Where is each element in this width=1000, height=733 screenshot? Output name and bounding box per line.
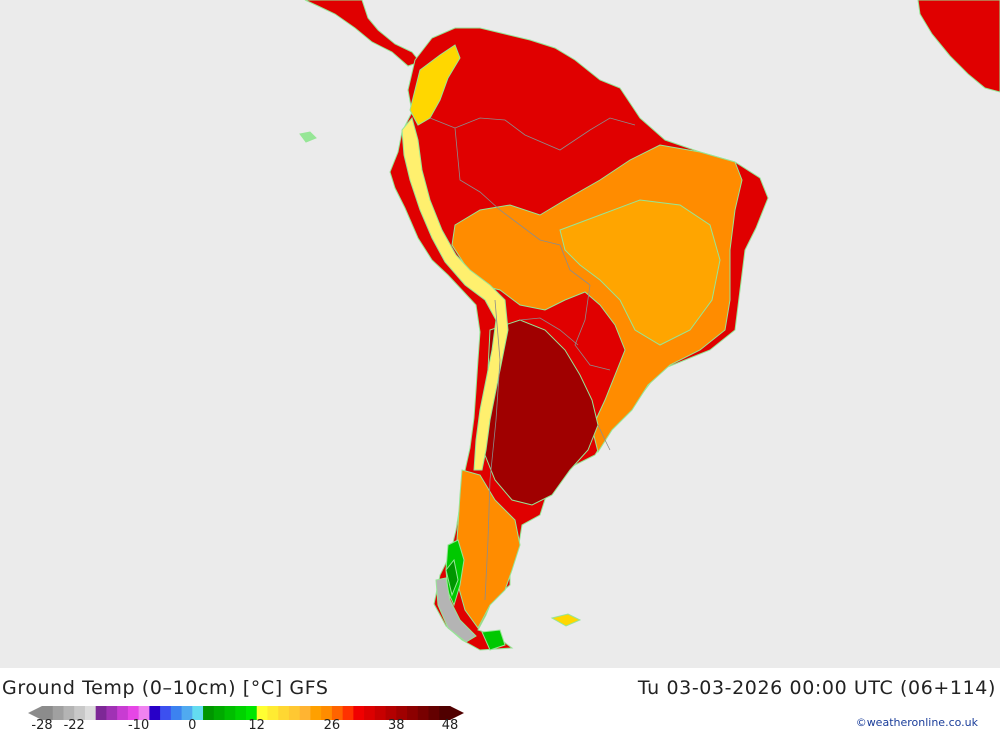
southern-chile-dark-green-zone — [445, 558, 459, 597]
country-borders — [429, 117, 636, 601]
scale-color-swatch — [439, 706, 451, 720]
scale-color-swatch — [106, 706, 118, 720]
border-line — [597, 424, 611, 451]
scale-low-arrow — [28, 706, 42, 720]
scale-color-swatch — [63, 706, 75, 720]
scale-color-swatch — [278, 706, 290, 720]
scale-color-swatch — [267, 706, 279, 720]
credit-link[interactable]: ©weatheronline.co.uk — [855, 716, 978, 729]
scale-color-swatch — [181, 706, 193, 720]
scale-color-swatch — [117, 706, 129, 720]
scale-color-swatch — [203, 706, 215, 720]
light-orange-temperature-zone — [559, 199, 721, 346]
scale-tick-label: -10 — [127, 718, 150, 733]
scale-tick-label: 0 — [188, 718, 197, 733]
scale-color-swatch — [385, 706, 397, 720]
patagonia-orange-zone — [455, 469, 521, 629]
scale-color-swatch — [353, 706, 365, 720]
scale-color-swatch — [321, 706, 333, 720]
scale-tick-label: 12 — [248, 718, 265, 733]
border-line — [574, 284, 611, 371]
scale-color-swatch — [84, 706, 97, 720]
scale-color-swatch — [235, 706, 247, 720]
scale-color-swatch — [299, 706, 311, 720]
scale-color-swatch — [288, 706, 301, 720]
scale-tick-label: 26 — [323, 718, 341, 733]
scale-color-swatch — [396, 706, 408, 720]
scale-color-swatch — [310, 706, 322, 720]
border-line — [519, 317, 579, 346]
scale-color-swatch — [52, 706, 64, 720]
scale-color-swatch — [364, 706, 376, 720]
scale-color-swatch — [170, 706, 183, 720]
falkland-islands — [550, 613, 582, 627]
tierra-del-fuego-green-zone — [481, 629, 506, 651]
scale-color-swatch — [160, 706, 172, 720]
scale-color-swatch — [428, 706, 440, 720]
scale-color-swatch — [138, 706, 150, 720]
map-title: Ground Temp (0–10cm) [°C] GFS — [2, 677, 329, 699]
africa-landmass — [917, 0, 1000, 93]
fjords-grey-zone — [435, 577, 477, 643]
border-line — [429, 117, 636, 151]
border-line — [454, 127, 591, 286]
galapagos-islands — [299, 131, 317, 143]
scale-color-swatch — [331, 706, 344, 720]
scale-color-swatch — [74, 706, 86, 720]
scale-color-swatch — [224, 706, 236, 720]
andes-highland-zone — [401, 116, 509, 471]
border-line — [484, 299, 501, 601]
color-scale-bar — [28, 706, 464, 720]
scale-color-swatch — [127, 706, 140, 720]
scale-high-arrow — [450, 706, 464, 720]
scale-color-swatch — [149, 706, 161, 720]
color-scale-labels: -28 -22 -10 0 12 26 38 48 — [0, 719, 480, 733]
temperature-map — [0, 0, 1000, 668]
scale-color-swatch — [213, 706, 226, 720]
color-scale-legend — [28, 705, 464, 720]
scale-color-swatch — [417, 706, 430, 720]
scale-color-swatch — [256, 706, 268, 720]
scale-tick-label: 38 — [388, 718, 405, 733]
map-canvas — [299, 0, 1000, 651]
scale-color-swatch — [407, 706, 419, 720]
forecast-datetime: Tu 03-03-2026 00:00 UTC (06+114) — [637, 677, 996, 699]
scale-tick-label: -28 — [31, 718, 53, 733]
scale-color-swatch — [374, 706, 387, 720]
scale-color-swatch — [95, 706, 107, 720]
northern-andes-yellow-zone — [409, 44, 461, 126]
scale-tick-label: 48 — [441, 718, 459, 733]
scale-color-swatch — [246, 706, 258, 720]
scale-color-swatch — [42, 706, 54, 720]
scale-color-swatch — [192, 706, 204, 720]
scale-color-swatch — [342, 706, 354, 720]
scale-tick-label: -22 — [63, 718, 85, 733]
